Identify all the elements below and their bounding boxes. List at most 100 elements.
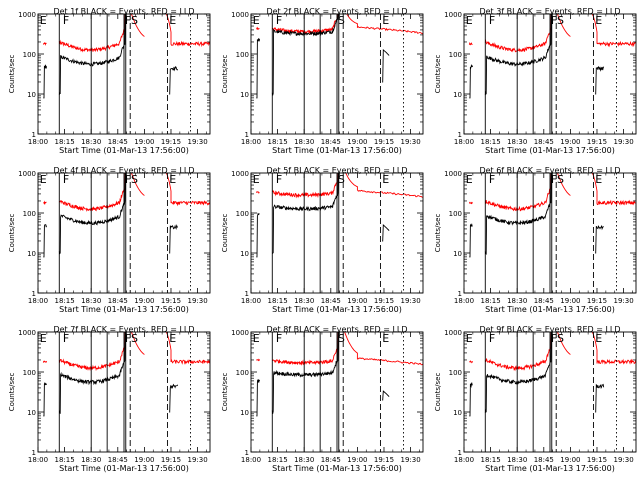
y-tick-label: 1000 xyxy=(444,11,462,19)
series-group xyxy=(256,332,423,417)
y-axis-label: Counts/sec xyxy=(221,55,229,94)
lld-series-line xyxy=(468,173,636,212)
marker-label: FS xyxy=(551,14,564,27)
series-group xyxy=(42,332,210,417)
x-tick-label: 19:15 xyxy=(374,297,394,305)
x-tick-label: 19:00 xyxy=(560,138,580,146)
y-tick-label: 100 xyxy=(449,369,462,377)
x-tick-label: 18:30 xyxy=(81,456,101,464)
marker-label: E xyxy=(595,14,602,27)
x-tick-label: 18:00 xyxy=(28,456,48,464)
plot-frame xyxy=(250,172,424,294)
y-tick-label: 1000 xyxy=(18,11,36,19)
x-tick-label: 18:45 xyxy=(534,456,554,464)
marker-label: FS xyxy=(125,14,138,27)
y-tick-label: 100 xyxy=(236,210,249,218)
events-series-line xyxy=(256,14,390,99)
plot-frame xyxy=(250,331,424,453)
x-tick-label: 18:30 xyxy=(294,456,314,464)
marker-label: E xyxy=(595,173,602,186)
y-axis-label: Counts/sec xyxy=(8,55,16,94)
y-axis-label: Counts/sec xyxy=(434,373,442,412)
panel-title: Det 8f BLACK = Events, RED = LLD xyxy=(266,325,407,334)
x-tick-label: 18:15 xyxy=(481,297,501,305)
x-tick-label: 19:30 xyxy=(613,297,633,305)
x-tick-label: 18:00 xyxy=(241,456,261,464)
plot-frame xyxy=(463,13,637,135)
y-tick-label: 10 xyxy=(240,409,249,417)
y-tick-label: 100 xyxy=(236,51,249,59)
x-axis-label: Start Time (01-Mar-13 17:56:00) xyxy=(485,146,615,155)
marker-label: F xyxy=(276,14,282,27)
x-tick-label: 18:45 xyxy=(321,456,341,464)
x-tick-label: 18:15 xyxy=(55,297,75,305)
x-tick-label: 18:45 xyxy=(108,138,128,146)
events-series-line xyxy=(469,332,605,417)
x-tick-label: 18:30 xyxy=(507,138,527,146)
marker-label: FS xyxy=(125,173,138,186)
panel-title: Det 7f BLACK = Events, RED = LLD xyxy=(53,325,194,334)
marker-label: F xyxy=(276,332,282,345)
marker-label: E xyxy=(382,173,389,186)
y-tick-label: 10 xyxy=(453,91,462,99)
lld-series-line xyxy=(469,332,636,372)
x-tick-label: 19:30 xyxy=(613,138,633,146)
y-tick-label: 10 xyxy=(27,250,36,258)
y-axis-label: Counts/sec xyxy=(434,214,442,253)
x-tick-label: 19:15 xyxy=(161,456,181,464)
events-series-line xyxy=(43,14,179,99)
y-tick-label: 100 xyxy=(23,51,36,59)
x-tick-label: 18:00 xyxy=(454,456,474,464)
panel-title: Det 5f BLACK = Events, RED = LLD xyxy=(266,166,407,175)
events-series-line xyxy=(256,173,390,258)
panel-title: Det 9f BLACK = Events, RED = LLD xyxy=(479,325,620,334)
x-tick-label: 19:30 xyxy=(400,297,420,305)
plot-frame xyxy=(37,331,211,453)
x-tick-label: 18:00 xyxy=(28,297,48,305)
lld-series-line xyxy=(42,332,210,372)
y-tick-label: 1 xyxy=(458,449,462,457)
plot-frame xyxy=(463,172,637,294)
y-tick-label: 10 xyxy=(27,91,36,99)
x-tick-label: 19:00 xyxy=(347,456,367,464)
marker-label: F xyxy=(63,173,69,186)
x-tick-label: 19:30 xyxy=(187,297,207,305)
marker-label: F xyxy=(489,332,495,345)
events-series-line xyxy=(43,173,179,258)
x-tick-label: 19:00 xyxy=(347,297,367,305)
x-tick-label: 18:00 xyxy=(454,297,474,305)
y-tick-label: 1 xyxy=(32,131,36,139)
marker-label: F xyxy=(276,173,282,186)
x-tick-label: 18:30 xyxy=(81,138,101,146)
panel-title: Det 3f BLACK = Events, RED = LLD xyxy=(479,7,620,16)
y-tick-label: 1 xyxy=(32,290,36,298)
lld-series-line xyxy=(256,173,423,199)
x-tick-label: 19:30 xyxy=(400,138,420,146)
x-tick-label: 18:30 xyxy=(507,456,527,464)
x-axis-label: Start Time (01-Mar-13 17:56:00) xyxy=(59,146,189,155)
y-tick-label: 100 xyxy=(449,51,462,59)
y-tick-label: 10 xyxy=(453,250,462,258)
y-tick-label: 1 xyxy=(458,290,462,298)
marker-label: F xyxy=(489,14,495,27)
y-axis-label: Counts/sec xyxy=(8,214,16,253)
marker-label: FS xyxy=(551,173,564,186)
marker-label: F xyxy=(489,173,495,186)
marker-label: E xyxy=(466,332,473,345)
marker-label: E xyxy=(40,173,47,186)
x-axis-label: Start Time (01-Mar-13 17:56:00) xyxy=(485,464,615,473)
x-tick-label: 19:15 xyxy=(374,138,394,146)
marker-label: E xyxy=(40,332,47,345)
x-tick-label: 18:15 xyxy=(268,138,288,146)
x-tick-label: 18:45 xyxy=(321,297,341,305)
marker-label: E xyxy=(169,14,176,27)
x-tick-label: 18:30 xyxy=(294,138,314,146)
x-tick-label: 19:00 xyxy=(134,138,154,146)
events-series-line xyxy=(469,173,604,258)
x-tick-label: 18:30 xyxy=(294,297,314,305)
